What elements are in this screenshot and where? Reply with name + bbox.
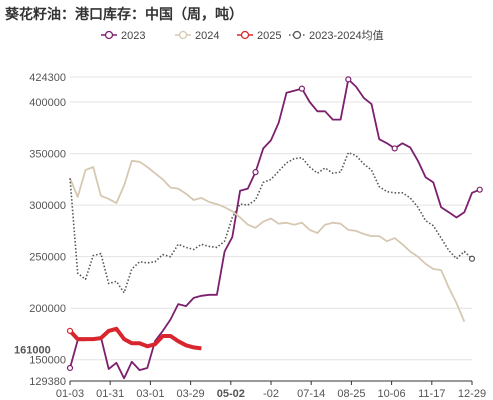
x-tick-label: 08-25 (337, 388, 365, 400)
legend-marker-0 (104, 30, 114, 40)
x-tick-label: 11-17 (418, 388, 445, 400)
series-marker (66, 364, 74, 372)
series-marker (476, 186, 483, 193)
y-tick-label: 424300 (29, 72, 66, 84)
series-line-2 (68, 326, 202, 351)
axes: 150000 200000 250000 300000 350000 400000 1293… (29, 72, 486, 400)
legend-label-1: 2024 (195, 30, 219, 42)
x-tick-label-highlight: 05-02 (217, 388, 245, 400)
x-tick-label: 03-29 (177, 388, 205, 400)
series-line-3 (69, 151, 473, 294)
series-marker (298, 85, 306, 92)
series-marker (468, 255, 476, 262)
series-line-1 (69, 159, 466, 322)
latest-value-label: 161000 (14, 344, 51, 356)
chart-title: 葵花籽油：港口库存：中国（周，吨） (5, 6, 243, 22)
y-tick-label: 150000 (29, 355, 66, 367)
x-tick-label: -02 (263, 388, 279, 400)
y-tick-label: 300000 (29, 200, 66, 212)
y-tick-label: 129380 (29, 376, 66, 388)
legend-label-0: 2023 (121, 30, 145, 42)
y-tick-label: 350000 (29, 149, 66, 161)
legend-label-2: 2025 (257, 30, 281, 42)
y-tick-label: 200000 (29, 303, 66, 315)
series-layer (66, 76, 483, 380)
x-tick-label: 12-29 (458, 388, 486, 400)
legend-marker-1 (178, 30, 188, 40)
x-tick-label: 03-01 (136, 388, 164, 400)
y-tick-label: 250000 (29, 252, 66, 264)
x-tick-label: 01-31 (96, 388, 124, 400)
x-tick-label: 01-03 (56, 388, 84, 400)
y-tick-label: 400000 (29, 97, 66, 109)
series-marker (66, 327, 74, 334)
legend-label-3: 2023-2024均值 (309, 29, 384, 42)
series-marker (391, 145, 398, 152)
series-marker (345, 76, 352, 83)
grid-lines (70, 76, 472, 382)
series-marker (252, 169, 259, 176)
annotations: 161000 (14, 344, 51, 356)
legend-marker-3 (292, 30, 302, 40)
legend-marker-2 (240, 30, 250, 40)
legend: 2023 2024 2025 2023-2024均值 (101, 29, 384, 42)
x-tick-label: 07-14 (297, 388, 325, 400)
series-line-0 (69, 78, 481, 380)
x-tick-label: 10-06 (378, 388, 406, 400)
